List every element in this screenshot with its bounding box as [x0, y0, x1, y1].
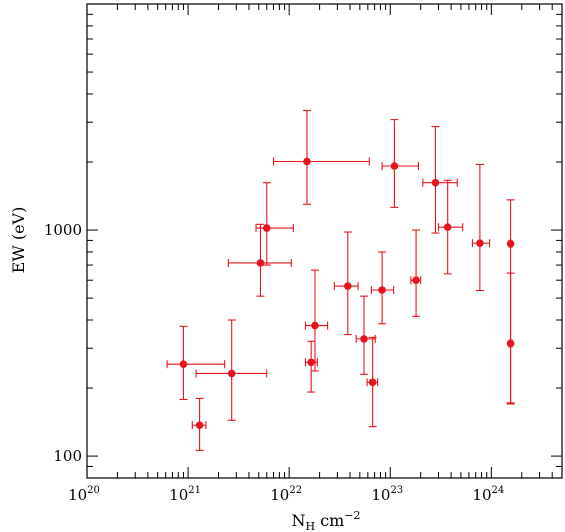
data-point	[227, 369, 236, 378]
data-point	[303, 157, 311, 166]
data-point	[431, 178, 440, 187]
x-tick-label-exponent: 22	[289, 485, 302, 496]
data-point-group	[195, 319, 268, 421]
data-point	[412, 276, 420, 284]
data-point-group	[355, 295, 376, 375]
data-point	[506, 239, 515, 248]
x-tick-label-base: 10	[169, 486, 188, 504]
y-tick-label: 100	[53, 447, 82, 465]
data-point-group	[166, 325, 226, 401]
data-point-group	[255, 182, 294, 266]
x-tick-label-base: 10	[371, 486, 390, 504]
x-axis-label-superscript: −2	[344, 509, 360, 522]
data-point-group	[437, 179, 464, 275]
x-tick-label-exponent: 20	[87, 485, 100, 496]
x-tick-label-base: 10	[270, 486, 289, 504]
data-point	[368, 378, 377, 387]
x-tick-label: 1021	[169, 485, 201, 504]
x-tick-label-exponent: 21	[188, 485, 201, 496]
data-point	[307, 358, 315, 367]
data-point-group	[410, 229, 422, 317]
data-point	[390, 162, 399, 170]
x-tick-label-base: 10	[68, 486, 87, 504]
data-point-group	[381, 119, 419, 208]
data-point-group	[304, 340, 318, 393]
x-axis-label-unit: cm	[315, 511, 344, 530]
data-point	[378, 286, 386, 294]
data-point-group	[272, 109, 370, 205]
data-point-group	[227, 223, 292, 297]
x-tick-label-base: 10	[472, 486, 491, 504]
x-axis-label-subscript: H	[305, 520, 315, 532]
x-tick-label: 1024	[472, 485, 504, 504]
data-point	[256, 259, 265, 267]
data-point	[506, 339, 515, 348]
x-axis-label-base: N	[291, 511, 305, 530]
x-axis-label: NH cm−2	[291, 509, 360, 532]
data-point-group	[370, 251, 395, 325]
x-tick-label-exponent: 24	[492, 485, 505, 496]
data-point	[443, 223, 452, 231]
y-tick-label: 1000	[44, 221, 82, 239]
data-point-group	[506, 272, 515, 404]
plot-frame	[86, 3, 563, 479]
data-point	[195, 421, 204, 429]
x-tick-label: 1022	[270, 485, 302, 504]
data-point-group	[471, 163, 491, 292]
data-point	[262, 224, 271, 232]
data-point	[476, 239, 484, 247]
y-axis-label: EW (eV)	[9, 207, 28, 274]
x-tick-label: 1023	[371, 485, 403, 504]
data-point-group	[366, 336, 379, 428]
data-point-group	[304, 269, 329, 372]
data-point	[360, 335, 368, 343]
x-tick-label: 1020	[68, 485, 100, 504]
data-point	[179, 360, 188, 368]
data-point-group	[333, 231, 359, 336]
data-point-group	[422, 125, 458, 234]
x-tick-label-exponent: 23	[390, 485, 403, 496]
data-point	[343, 282, 352, 290]
data-point-group	[191, 397, 207, 451]
data-point	[311, 321, 319, 330]
